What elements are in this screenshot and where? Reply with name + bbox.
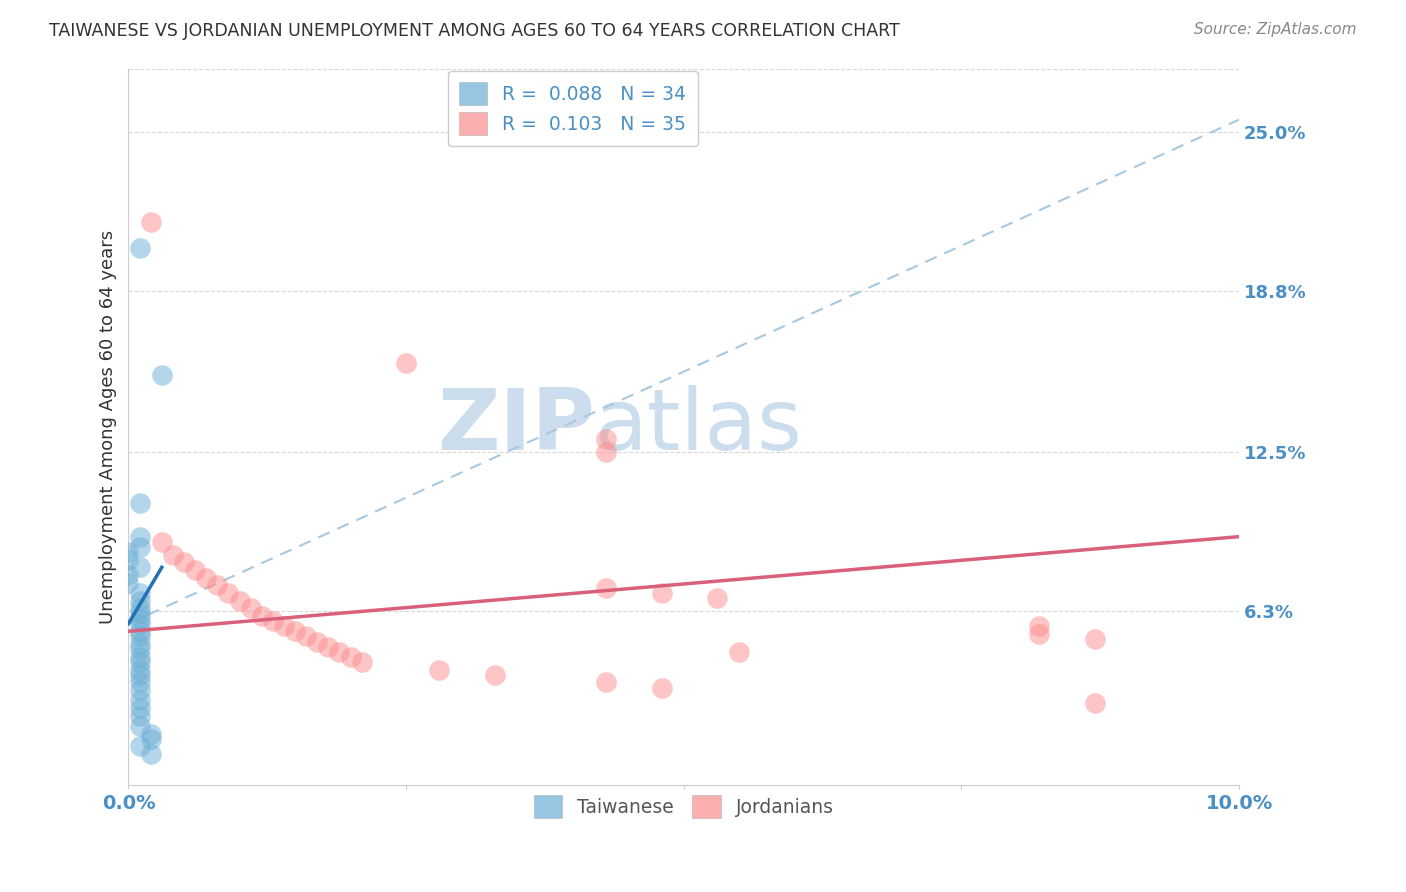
Point	[318, 640, 340, 654]
Point	[128, 241, 150, 255]
Point	[139, 726, 162, 740]
Point	[195, 571, 218, 585]
Point	[128, 649, 150, 664]
Point	[128, 663, 150, 677]
Point	[1028, 619, 1050, 633]
Point	[239, 601, 262, 615]
Point	[273, 619, 295, 633]
Point	[128, 629, 150, 643]
Point	[651, 586, 673, 600]
Point	[139, 747, 162, 761]
Point	[595, 675, 617, 690]
Point	[651, 681, 673, 695]
Point	[128, 667, 150, 681]
Point	[1084, 632, 1107, 646]
Point	[262, 614, 284, 628]
Point	[128, 593, 150, 607]
Point	[128, 624, 150, 639]
Point	[339, 649, 361, 664]
Text: TAIWANESE VS JORDANIAN UNEMPLOYMENT AMONG AGES 60 TO 64 YEARS CORRELATION CHART: TAIWANESE VS JORDANIAN UNEMPLOYMENT AMON…	[49, 22, 900, 40]
Point	[307, 634, 329, 648]
Point	[128, 655, 150, 669]
Point	[128, 530, 150, 544]
Point	[595, 581, 617, 595]
Point	[128, 586, 150, 600]
Point	[1084, 696, 1107, 710]
Point	[139, 731, 162, 746]
Point	[128, 708, 150, 723]
Point	[117, 568, 139, 582]
Legend: Taiwanese, Jordanians: Taiwanese, Jordanians	[526, 788, 841, 825]
Point	[1028, 627, 1050, 641]
Point	[184, 563, 207, 577]
Point	[128, 611, 150, 625]
Point	[128, 601, 150, 615]
Point	[207, 578, 229, 592]
Point	[128, 683, 150, 698]
Point	[328, 645, 350, 659]
Point	[128, 637, 150, 651]
Point	[284, 624, 307, 639]
Point	[117, 575, 139, 590]
Point	[128, 701, 150, 715]
Point	[128, 496, 150, 510]
Point	[117, 545, 139, 559]
Point	[395, 356, 418, 370]
Text: Source: ZipAtlas.com: Source: ZipAtlas.com	[1194, 22, 1357, 37]
Point	[139, 215, 162, 229]
Point	[128, 560, 150, 574]
Point	[150, 534, 173, 549]
Point	[128, 693, 150, 707]
Point	[128, 739, 150, 754]
Point	[150, 368, 173, 383]
Point	[250, 609, 273, 624]
Point	[173, 555, 195, 569]
Text: atlas: atlas	[595, 385, 803, 468]
Text: ZIP: ZIP	[437, 385, 595, 468]
Point	[162, 548, 184, 562]
Point	[217, 586, 239, 600]
Y-axis label: Unemployment Among Ages 60 to 64 years: Unemployment Among Ages 60 to 64 years	[100, 229, 117, 624]
Point	[128, 616, 150, 631]
Point	[128, 719, 150, 733]
Point	[117, 552, 139, 566]
Point	[128, 675, 150, 690]
Point	[595, 433, 617, 447]
Point	[128, 607, 150, 621]
Point	[595, 445, 617, 459]
Point	[295, 629, 318, 643]
Point	[228, 593, 250, 607]
Point	[429, 663, 451, 677]
Point	[128, 642, 150, 657]
Point	[128, 540, 150, 554]
Point	[484, 667, 506, 681]
Point	[706, 591, 728, 605]
Point	[350, 655, 373, 669]
Point	[728, 645, 751, 659]
